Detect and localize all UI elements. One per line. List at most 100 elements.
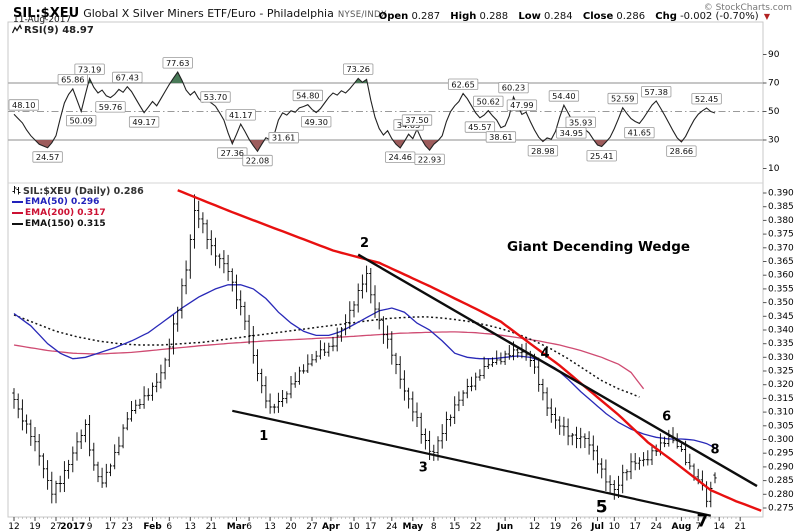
svg-text:24.46: 24.46 xyxy=(388,152,411,162)
legend-ema150: EMA(150) 0.315 xyxy=(25,219,106,229)
rsi-overbought-fill xyxy=(88,72,368,83)
wedge-point-8: 8 xyxy=(710,443,719,458)
svg-text:Aug: Aug xyxy=(671,522,691,531)
svg-text:0.340: 0.340 xyxy=(768,326,794,336)
price-bars xyxy=(12,194,717,508)
rsi-value-labels: 48.10 24.57 65.86 50.09 73.19 59.76 67.43 49.17… xyxy=(8,57,722,167)
svg-text:May: May xyxy=(402,522,423,531)
rsi-series xyxy=(13,71,716,153)
svg-text:10: 10 xyxy=(768,164,780,174)
ema150-line xyxy=(13,314,640,398)
ema150-swatch-icon xyxy=(12,222,23,225)
wedge-point-5: 5 xyxy=(596,498,608,518)
wedge-point-3: 3 xyxy=(419,460,428,475)
svg-text:52.45: 52.45 xyxy=(695,94,718,104)
wedge-lower-line xyxy=(232,409,712,517)
ema200-line xyxy=(13,331,645,390)
svg-text:38.61: 38.61 xyxy=(489,132,512,142)
wedge-upper-line xyxy=(357,253,758,488)
svg-text:65.86: 65.86 xyxy=(61,75,84,85)
rsi-oversold-fill xyxy=(35,140,683,152)
close-value: 0.286 xyxy=(616,11,646,22)
svg-text:27: 27 xyxy=(50,522,61,531)
svg-text:27.36: 27.36 xyxy=(221,148,244,158)
svg-text:9: 9 xyxy=(87,522,93,531)
svg-text:6: 6 xyxy=(166,522,172,531)
wedge-point-4: 4 xyxy=(540,347,549,362)
svg-text:49.17: 49.17 xyxy=(132,117,155,127)
svg-text:17: 17 xyxy=(365,522,376,531)
svg-text:50.62: 50.62 xyxy=(477,96,500,106)
svg-text:0.345: 0.345 xyxy=(768,312,794,322)
svg-text:0.335: 0.335 xyxy=(768,339,794,349)
trendlines xyxy=(177,189,762,517)
svg-text:54.80: 54.80 xyxy=(296,90,319,100)
ticker-exchange: NYSE/INDX xyxy=(337,10,387,20)
svg-text:35.93: 35.93 xyxy=(569,117,592,127)
svg-text:0.355: 0.355 xyxy=(768,284,794,294)
price-right-axis: 0.390 0.385 0.380 0.375 0.370 0.365 0.360 0.355… xyxy=(763,189,794,514)
svg-text:0.280: 0.280 xyxy=(768,490,794,500)
ema200-swatch-icon xyxy=(12,211,23,214)
rsi-legend: RSI(9) 48.97 xyxy=(11,24,94,36)
svg-text:0.300: 0.300 xyxy=(768,435,794,445)
svg-text:0.365: 0.365 xyxy=(768,257,794,267)
svg-text:26: 26 xyxy=(571,522,583,531)
svg-text:22: 22 xyxy=(470,522,481,531)
svg-text:0.325: 0.325 xyxy=(768,367,794,377)
ticker-symbol: SIL:$XEU xyxy=(13,6,80,21)
svg-text:19: 19 xyxy=(550,522,562,531)
svg-text:23: 23 xyxy=(122,522,133,531)
svg-text:59.76: 59.76 xyxy=(99,102,122,112)
svg-text:49.30: 49.30 xyxy=(304,117,327,127)
legend-ema50-row: EMA(50) 0.296 xyxy=(12,197,144,208)
legend-ema200-row: EMA(200) 0.317 xyxy=(12,208,144,219)
svg-text:90: 90 xyxy=(768,50,780,60)
svg-text:Mar: Mar xyxy=(227,522,247,531)
svg-text:73.19: 73.19 xyxy=(78,64,101,74)
svg-text:50.09: 50.09 xyxy=(69,116,92,126)
svg-text:22.08: 22.08 xyxy=(246,156,269,166)
svg-text:0.295: 0.295 xyxy=(768,449,794,459)
ema50-swatch-icon xyxy=(12,200,23,203)
svg-text:12: 12 xyxy=(529,522,540,531)
svg-text:13: 13 xyxy=(264,522,275,531)
rsi-right-axis: 90 70 50 30 10 xyxy=(763,50,780,174)
svg-text:7: 7 xyxy=(695,522,701,531)
svg-text:Apr: Apr xyxy=(322,522,340,531)
main-legend: SIL:$XEU (Daily) 0.286 EMA(50) 0.296 EMA… xyxy=(12,185,144,230)
svg-text:0.285: 0.285 xyxy=(768,476,794,486)
svg-text:70: 70 xyxy=(768,79,780,89)
ema-overlays xyxy=(13,284,716,449)
svg-text:0.305: 0.305 xyxy=(768,421,794,431)
svg-text:57.38: 57.38 xyxy=(644,87,667,97)
svg-text:0.310: 0.310 xyxy=(768,408,794,418)
close-label: Close xyxy=(582,11,614,22)
svg-text:Feb: Feb xyxy=(143,522,162,531)
open-label: Open xyxy=(378,11,409,22)
svg-text:0.275: 0.275 xyxy=(768,504,794,514)
svg-text:47.99: 47.99 xyxy=(510,100,533,110)
quote-bar: Open 0.287 High 0.288 Low 0.284 Close 0.… xyxy=(372,11,770,22)
svg-text:0.330: 0.330 xyxy=(768,353,794,363)
svg-text:0.375: 0.375 xyxy=(768,230,794,240)
wedge-annotation: Giant Decending Wedge xyxy=(507,239,690,255)
svg-text:0.320: 0.320 xyxy=(768,380,794,390)
svg-text:67.43: 67.43 xyxy=(116,72,139,82)
svg-text:0.390: 0.390 xyxy=(768,189,794,199)
svg-text:50: 50 xyxy=(768,107,780,117)
svg-text:12: 12 xyxy=(8,522,19,531)
svg-text:14: 14 xyxy=(713,522,725,531)
svg-text:28.66: 28.66 xyxy=(670,146,693,156)
svg-text:54.40: 54.40 xyxy=(552,91,575,101)
svg-text:15: 15 xyxy=(449,522,460,531)
copyright: © StockCharts.com xyxy=(703,3,792,13)
wedge-point-6: 6 xyxy=(662,410,671,425)
svg-text:24: 24 xyxy=(650,522,662,531)
panel-frame xyxy=(7,21,764,518)
svg-text:13: 13 xyxy=(185,522,196,531)
svg-text:34.95: 34.95 xyxy=(560,128,583,138)
wedge-point-1: 1 xyxy=(259,429,268,444)
svg-text:6: 6 xyxy=(246,522,252,531)
